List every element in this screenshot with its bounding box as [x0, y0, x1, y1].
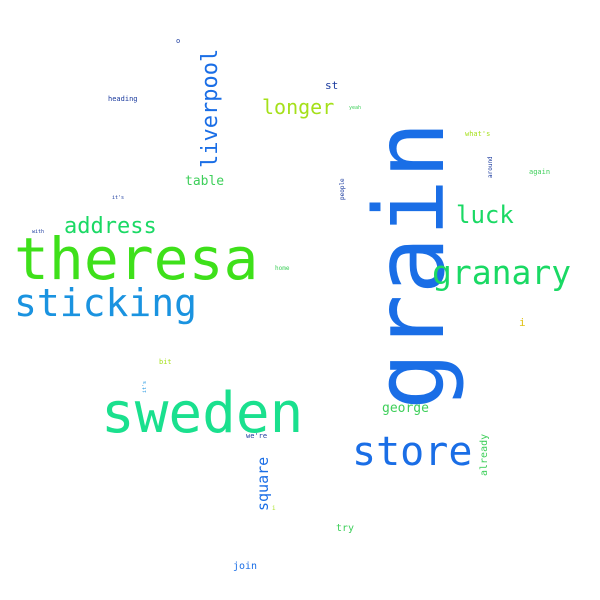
- word-sticking: sticking: [14, 281, 198, 325]
- word-longer: longer: [262, 95, 335, 119]
- word-its-vertical: it's: [142, 380, 148, 393]
- word-granary: granary: [432, 253, 572, 292]
- word-st: st: [325, 79, 339, 92]
- word-bit: bit: [159, 358, 172, 366]
- word-table: table: [185, 174, 225, 189]
- word-people: people: [339, 178, 346, 200]
- word-its: it's: [112, 195, 125, 201]
- word-yeah: yeah: [349, 105, 362, 111]
- word-home: home: [275, 265, 290, 272]
- word-sweden: sweden: [101, 381, 304, 446]
- word-were: we're: [246, 432, 268, 440]
- word-whats: what's: [465, 130, 491, 138]
- word-join: join: [233, 561, 258, 572]
- word-store: store: [352, 429, 473, 475]
- word-theresa: theresa: [14, 225, 259, 293]
- word-i-small: i: [272, 505, 276, 512]
- word-liverpool: liverpool: [198, 48, 223, 168]
- word-already: already: [479, 433, 490, 476]
- word-heading: heading: [108, 95, 138, 103]
- word-address: address: [64, 214, 157, 239]
- word-square: square: [254, 456, 272, 511]
- word-around: around: [487, 156, 494, 178]
- word-again: again: [529, 168, 551, 176]
- word-o: o: [176, 37, 181, 45]
- word-i: i: [519, 316, 526, 329]
- word-luck: luck: [456, 201, 514, 229]
- word-george: george: [382, 401, 429, 416]
- word-with: with: [32, 229, 45, 235]
- word-try: try: [336, 523, 355, 534]
